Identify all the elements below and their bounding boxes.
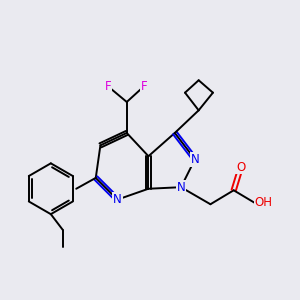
Text: N: N	[190, 153, 199, 166]
Text: F: F	[140, 80, 147, 93]
Text: F: F	[105, 80, 112, 93]
Text: OH: OH	[254, 196, 272, 209]
Text: N: N	[177, 181, 185, 194]
Text: O: O	[236, 160, 245, 173]
Text: N: N	[113, 193, 122, 206]
